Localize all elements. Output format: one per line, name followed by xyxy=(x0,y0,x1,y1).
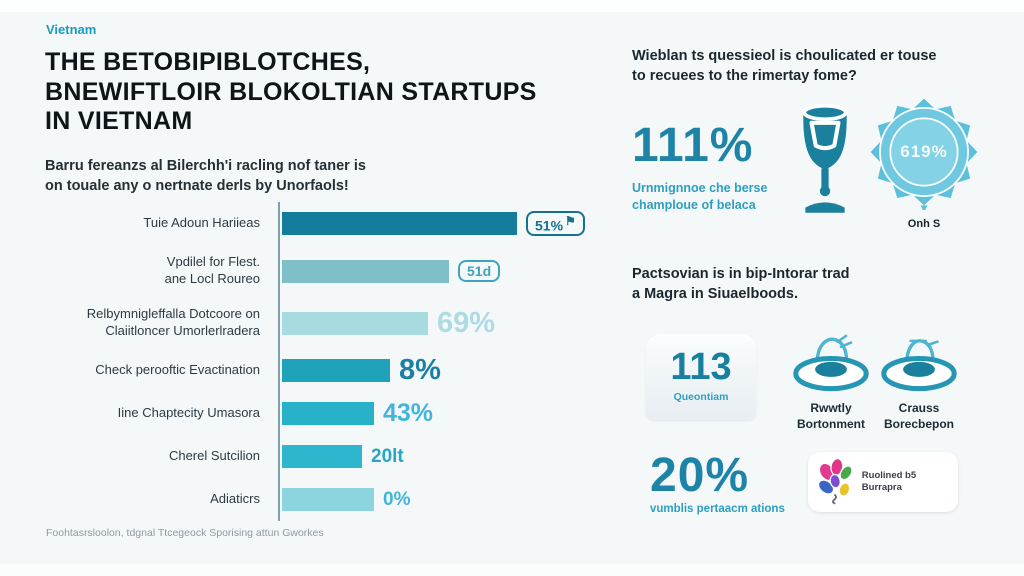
section2-heading: Pactsovian is in bip-Intorar trad a Magr… xyxy=(632,266,850,303)
top-strip xyxy=(0,0,1024,12)
bar xyxy=(282,311,428,335)
goblet-icon xyxy=(802,103,848,213)
hat-figure-2: Crauss Borecbepon xyxy=(876,330,962,432)
bar-label: Iine Chaptecity Umasora xyxy=(117,405,260,421)
bar xyxy=(282,259,449,283)
bar-label: Vpdilel for Flest. ane Locl Roureo xyxy=(164,254,260,286)
bar-row: Check perooftic Evactination 8% xyxy=(45,349,590,392)
bar xyxy=(282,359,390,382)
bar xyxy=(282,488,374,511)
bar-label: Cherel Sutcilion xyxy=(168,448,260,464)
hat-icon xyxy=(881,339,957,392)
country-tag: Vietnam xyxy=(46,22,97,37)
bar-track: 8% xyxy=(278,349,590,392)
sunburst-icon xyxy=(870,98,978,213)
footer-note: Foohtasrsloolon, tdgnal Ttcegeock Sporis… xyxy=(46,527,324,539)
bar-value-label: 51d xyxy=(458,260,501,282)
bar-track: 51d xyxy=(278,245,590,297)
stat-111-value: 111% xyxy=(632,119,754,172)
brain-logo-icon xyxy=(817,458,853,505)
bottom-strip xyxy=(0,564,1024,576)
bar-track: 0% xyxy=(278,478,590,521)
bar-value-label: 43% xyxy=(383,399,434,427)
bar xyxy=(282,212,517,235)
stat-113-value: 113 xyxy=(670,346,732,388)
bar xyxy=(282,445,362,468)
question-text: Wieblan ts quessieol is choulicated er t… xyxy=(632,48,937,85)
bar-value-label: 20lt xyxy=(371,446,404,467)
stat-113-card: 113 Queontiam xyxy=(646,334,756,420)
page-title: THE BETOBIPIBLOTCHES, BNEWIFTLOIR BLOKOL… xyxy=(45,48,537,135)
bar-label: Tuie Adoun Hariieas xyxy=(143,215,260,231)
hat-caption: Crauss Borecbepon xyxy=(883,401,954,431)
hat-figure-1: Rwwtly Bortonment xyxy=(788,330,874,432)
logo-card: Ruolined b5 Burrapra xyxy=(808,452,958,512)
bar-track: 20lt xyxy=(278,435,590,478)
bar-row: Adiaticrs 0% xyxy=(45,478,590,521)
bar-row: Vpdilel for Flest. ane Locl Roureo 51d xyxy=(45,245,590,297)
flag-icon: ⚑ xyxy=(565,213,576,228)
bar-label: Relbymnigleffalla Dotcoore on Claiitlonc… xyxy=(86,306,260,338)
bar-value-label: 69% xyxy=(437,306,496,339)
bar-track: 69% xyxy=(278,297,590,349)
sun-badge: 619% Onh S xyxy=(866,94,982,230)
bar-chart: Tuie Adoun Hariieas 51% ⚑ Vpdilel for Flest… xyxy=(45,202,590,521)
bar-value-label: 51% ⚑ xyxy=(526,210,585,237)
logo-card-label: Ruolined b5 Burrapra xyxy=(861,469,917,493)
bar-track: 51% ⚑ xyxy=(278,202,590,245)
bar-track: 43% xyxy=(278,392,590,435)
bar-row: Iine Chaptecity Umasora 43% xyxy=(45,392,590,435)
bar xyxy=(282,402,374,425)
bar-label: Check perooftic Evactination xyxy=(95,362,260,378)
bar-label: Adiaticrs xyxy=(210,491,260,507)
bar-value-label: 8% xyxy=(399,354,441,386)
stat-111-caption: Urnmignnoe che berse champloue of belaca xyxy=(632,181,768,212)
sun-badge-value: 619% xyxy=(900,142,948,161)
stat-20-caption: vumblis pertaacm ations xyxy=(650,503,785,515)
hat-caption: Rwwtly Bortonment xyxy=(797,401,865,431)
bar-value-label: 0% xyxy=(383,489,411,510)
stat-20-value: 20% xyxy=(650,449,750,502)
bar-chart-rows: Tuie Adoun Hariieas 51% ⚑ Vpdilel for Flest… xyxy=(45,202,590,521)
hat-icon xyxy=(793,334,869,392)
bar-row: Cherel Sutcilion 20lt xyxy=(45,435,590,478)
stat-113-caption: Queontiam xyxy=(673,391,729,403)
bar-row: Relbymnigleffalla Dotcoore on Claiitlonc… xyxy=(45,297,590,349)
bar-row: Tuie Adoun Hariieas 51% ⚑ xyxy=(45,202,590,245)
subtitle: Barru fereanzs al Bilerchh'i racling nof… xyxy=(45,158,366,195)
sun-badge-caption: Onh S xyxy=(907,218,941,230)
